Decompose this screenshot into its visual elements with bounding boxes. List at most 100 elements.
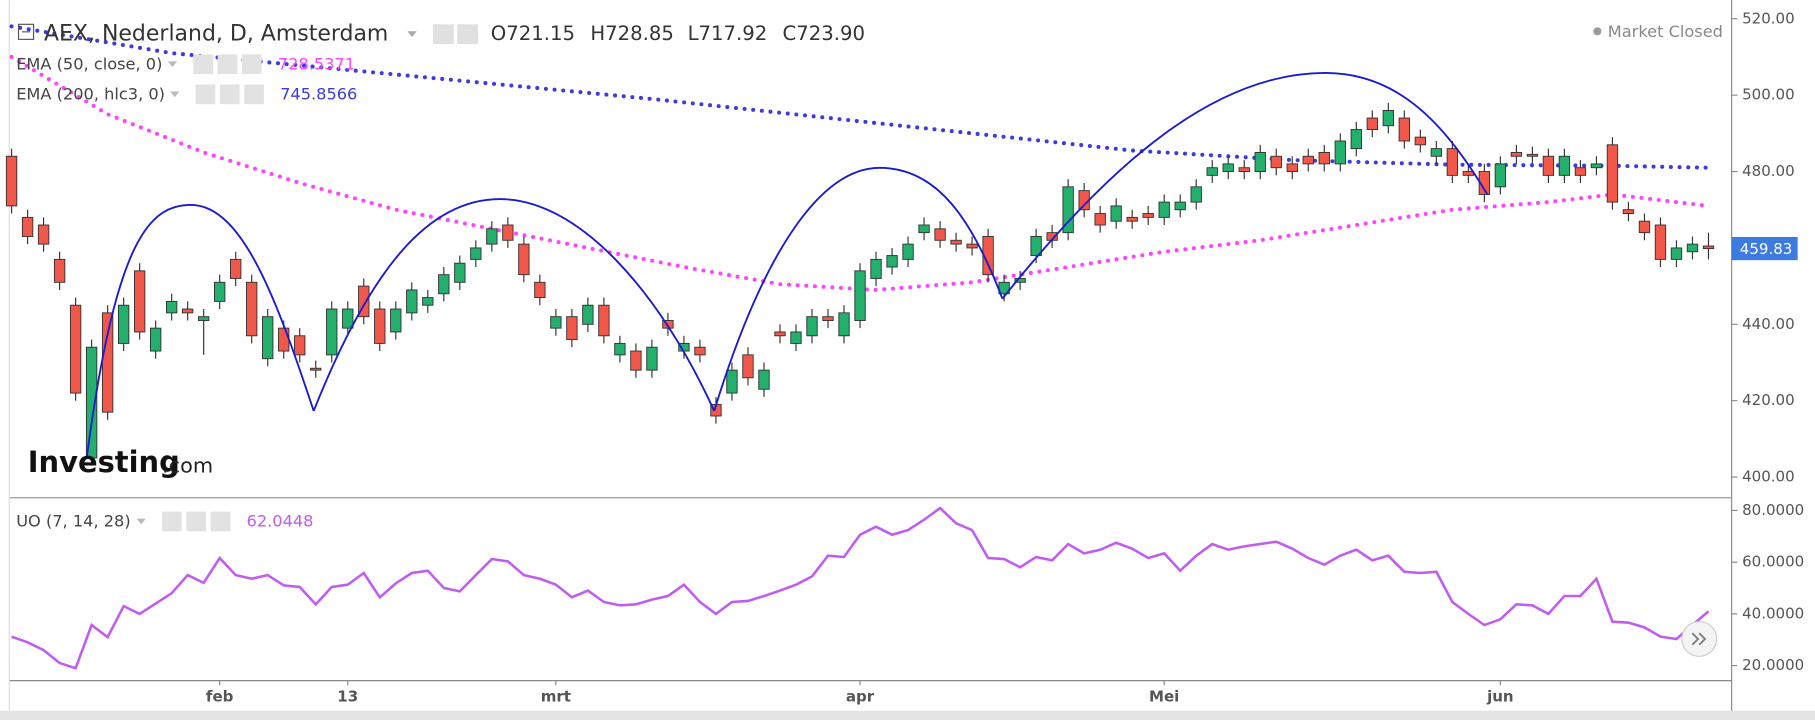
y-tick-label: 480.00 bbox=[1742, 162, 1795, 180]
candle-body bbox=[1110, 205, 1122, 222]
candle-body bbox=[1190, 186, 1202, 203]
candle-body bbox=[1590, 163, 1603, 169]
uo-tick-label: 40.0000 bbox=[1742, 604, 1804, 622]
candle-body bbox=[1302, 155, 1314, 165]
candle-body bbox=[117, 304, 130, 344]
candle-body bbox=[374, 308, 386, 344]
candle-body bbox=[21, 216, 34, 237]
candle-body bbox=[133, 270, 146, 333]
candle-body bbox=[37, 224, 50, 245]
x-tick-label: mrt bbox=[541, 687, 571, 705]
legend-icon[interactable] bbox=[162, 511, 182, 532]
candle-body bbox=[230, 258, 242, 279]
candle-body bbox=[534, 281, 546, 299]
legend-name: EMA (50, close, 0) bbox=[16, 54, 162, 73]
candle-body bbox=[886, 255, 898, 268]
candle-body bbox=[1334, 140, 1346, 165]
drawn-arcs bbox=[85, 72, 1489, 458]
legend-dropdown[interactable] bbox=[167, 61, 178, 68]
legend-value: 745.8566 bbox=[280, 84, 357, 103]
candle-body bbox=[1238, 167, 1250, 173]
legend-icon[interactable] bbox=[219, 84, 240, 105]
candle-body bbox=[1270, 155, 1282, 169]
legend-icon[interactable] bbox=[195, 84, 216, 105]
ema-line bbox=[9, 24, 1711, 170]
candle-body bbox=[214, 281, 226, 302]
legend-value: 62.0448 bbox=[247, 512, 314, 531]
eye-icon[interactable] bbox=[432, 24, 454, 44]
candle-body bbox=[294, 335, 306, 356]
candle-body bbox=[326, 308, 338, 356]
candle-body bbox=[694, 346, 706, 356]
candle-body bbox=[181, 308, 194, 314]
candle-body bbox=[1062, 186, 1074, 234]
candle-body bbox=[806, 316, 818, 337]
candle-body bbox=[566, 316, 578, 341]
candle-body bbox=[966, 243, 978, 249]
candle-body bbox=[518, 243, 530, 276]
dropdown[interactable] bbox=[407, 31, 417, 38]
legend-name: EMA (200, hlc3, 0) bbox=[16, 84, 165, 103]
legend-icon[interactable] bbox=[217, 54, 238, 75]
candle-body bbox=[630, 350, 642, 371]
candle-body bbox=[1494, 163, 1507, 188]
legend-value: 728.5371 bbox=[278, 54, 355, 73]
candle-body bbox=[101, 312, 114, 413]
legend-dropdown[interactable] bbox=[170, 91, 180, 98]
candle-body bbox=[918, 224, 930, 234]
ohlc-high: H728.85 bbox=[590, 22, 674, 45]
candle-body bbox=[582, 304, 594, 325]
candle-body bbox=[406, 289, 418, 314]
y-tick-label: 520.00 bbox=[1742, 9, 1795, 27]
legend-dropdown[interactable] bbox=[136, 518, 146, 525]
candle-body bbox=[262, 316, 274, 360]
candle-body bbox=[1174, 201, 1186, 211]
legend-icon[interactable] bbox=[210, 511, 231, 532]
candle-body bbox=[758, 369, 770, 390]
y-tick-label: 500.00 bbox=[1742, 86, 1795, 104]
candle-body bbox=[246, 281, 258, 337]
candle-body bbox=[1462, 171, 1475, 176]
candle-body bbox=[1478, 171, 1491, 195]
candle-body bbox=[69, 304, 82, 394]
last-price-tag bbox=[1731, 237, 1798, 261]
watermark-suffix: .com bbox=[162, 453, 213, 477]
collapse-icon[interactable] bbox=[17, 23, 35, 40]
legend-icon[interactable] bbox=[241, 54, 262, 75]
legend-icon[interactable] bbox=[186, 511, 207, 532]
legend-icon[interactable] bbox=[193, 54, 213, 75]
candle-body bbox=[454, 262, 466, 283]
uo-line bbox=[11, 506, 1710, 670]
candle-body bbox=[53, 258, 66, 283]
market-status: Market Closed bbox=[1608, 22, 1723, 41]
last-price: 459.83 bbox=[1740, 240, 1793, 258]
candle-body bbox=[1670, 247, 1683, 260]
candle-body bbox=[198, 316, 210, 321]
y-tick-label: 440.00 bbox=[1742, 315, 1795, 333]
gear-icon[interactable] bbox=[457, 24, 479, 44]
watermark: Investing bbox=[28, 445, 180, 479]
candle-body bbox=[1430, 148, 1443, 157]
chart-title: AEX, Nederland, D, Amsterdam bbox=[44, 22, 388, 47]
candle-body bbox=[390, 308, 402, 333]
candle-body bbox=[310, 367, 322, 371]
candle-body bbox=[1206, 167, 1218, 176]
candle-body bbox=[486, 228, 498, 245]
candle-body bbox=[598, 304, 610, 337]
candle-body bbox=[934, 228, 946, 241]
candle-body bbox=[1702, 245, 1715, 250]
x-tick-label: Mei bbox=[1149, 687, 1179, 705]
candle-body bbox=[165, 300, 178, 314]
legend-icon[interactable] bbox=[244, 84, 264, 105]
candle-body bbox=[422, 297, 434, 306]
y-tick-label: 400.00 bbox=[1742, 468, 1795, 486]
candle-body bbox=[902, 243, 914, 260]
candle-body bbox=[1350, 129, 1362, 150]
ohlc-open: O721.15 bbox=[491, 22, 575, 45]
arc bbox=[713, 166, 1004, 412]
candle-body bbox=[1526, 153, 1539, 157]
candle-body bbox=[1318, 151, 1330, 165]
